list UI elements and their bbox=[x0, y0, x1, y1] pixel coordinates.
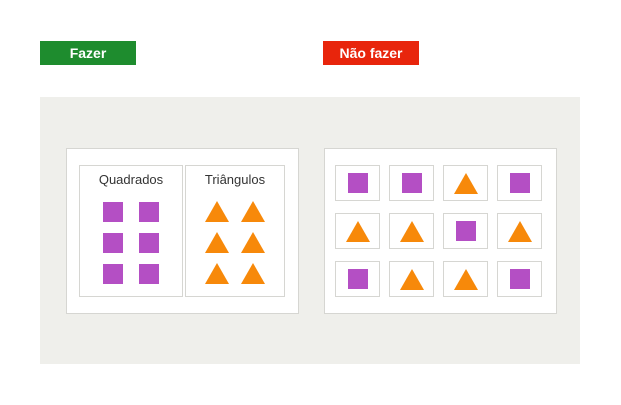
dont-badge: Não fazer bbox=[323, 41, 419, 65]
square-shape bbox=[139, 232, 159, 253]
triangle-shape bbox=[205, 201, 229, 222]
triangles-grid bbox=[186, 196, 284, 289]
dont-panel bbox=[324, 148, 557, 314]
shape-tile bbox=[389, 213, 434, 249]
triangle-shape bbox=[241, 263, 265, 284]
triangle-shape bbox=[345, 220, 370, 242]
shape-tile bbox=[497, 261, 542, 297]
square-shape bbox=[509, 173, 530, 193]
shape-tile bbox=[335, 261, 380, 297]
square-shape bbox=[103, 201, 123, 222]
square-shape bbox=[103, 263, 123, 284]
triangle-shape bbox=[241, 232, 265, 253]
square-shape bbox=[139, 201, 159, 222]
do-badge: Fazer bbox=[40, 41, 136, 65]
shape-tile bbox=[443, 165, 488, 201]
comparison-stage: Quadrados Triângulos bbox=[40, 97, 580, 364]
square-shape bbox=[347, 269, 368, 289]
square-shape bbox=[455, 221, 476, 241]
triangle-shape bbox=[507, 220, 532, 242]
shape-tile bbox=[389, 261, 434, 297]
square-shape bbox=[509, 269, 530, 289]
triangle-shape bbox=[399, 220, 424, 242]
shape-tile bbox=[335, 213, 380, 249]
shape-tile bbox=[497, 213, 542, 249]
shape-tile bbox=[389, 165, 434, 201]
square-shape bbox=[347, 173, 368, 193]
shape-tile bbox=[443, 261, 488, 297]
squares-grid bbox=[80, 196, 182, 289]
shape-tile bbox=[443, 213, 488, 249]
triangle-shape bbox=[205, 232, 229, 253]
square-shape bbox=[139, 263, 159, 284]
squares-group: Quadrados bbox=[79, 165, 183, 297]
mixed-tiles-grid bbox=[335, 165, 542, 297]
triangle-shape bbox=[241, 201, 265, 222]
triangles-group-title: Triângulos bbox=[204, 172, 266, 187]
triangle-shape bbox=[399, 268, 424, 290]
triangle-shape bbox=[453, 172, 478, 194]
square-shape bbox=[401, 173, 422, 193]
do-panel: Quadrados Triângulos bbox=[66, 148, 299, 314]
squares-group-title: Quadrados bbox=[98, 172, 164, 187]
shape-tile bbox=[497, 165, 542, 201]
triangle-shape bbox=[205, 263, 229, 284]
shape-tile bbox=[335, 165, 380, 201]
triangle-shape bbox=[453, 268, 478, 290]
triangles-group: Triângulos bbox=[185, 165, 285, 297]
square-shape bbox=[103, 232, 123, 253]
